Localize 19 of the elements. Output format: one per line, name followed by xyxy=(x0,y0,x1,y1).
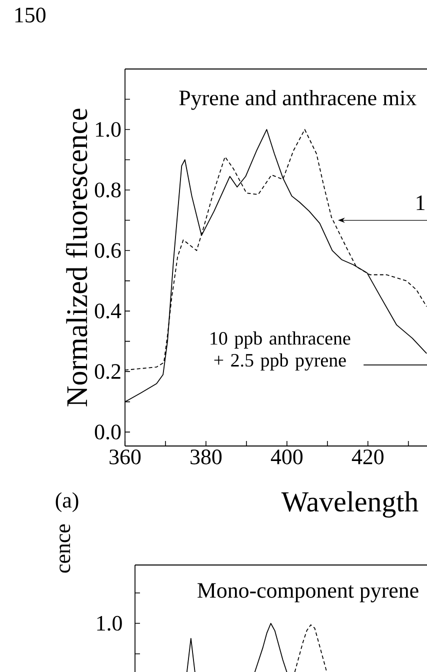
text: (a) xyxy=(56,492,78,512)
text: 150 xyxy=(15,8,46,22)
x-tick-label: 400 xyxy=(270,450,303,464)
y-axis-title: cence xyxy=(60,524,70,573)
y-tick-label: 0.2 xyxy=(94,364,120,380)
y-tick-label: 0.4 xyxy=(94,304,122,318)
x-axis-title: Wavelength xyxy=(281,491,418,518)
annotation: 1 xyxy=(416,196,424,210)
y-tick-label: 0.6 xyxy=(94,243,121,258)
y-tick-label: 0.8 xyxy=(94,182,121,198)
text: Pyrene and anthracene mix xyxy=(179,90,416,110)
chart-title: Mono-component pyrene xyxy=(198,583,418,602)
y-tick-label: 1.0 xyxy=(96,122,121,137)
x-tick-label: 380 xyxy=(190,450,222,464)
x-tick-label: 360 xyxy=(110,450,141,464)
y-axis-title: Normalized fluorescence xyxy=(66,108,88,406)
text: 10 ppb anthracene + 2.5 ppb pyrene xyxy=(210,331,350,371)
x-tick-label: 420 xyxy=(352,450,384,464)
y-tick-label: 0.0 xyxy=(94,424,121,440)
